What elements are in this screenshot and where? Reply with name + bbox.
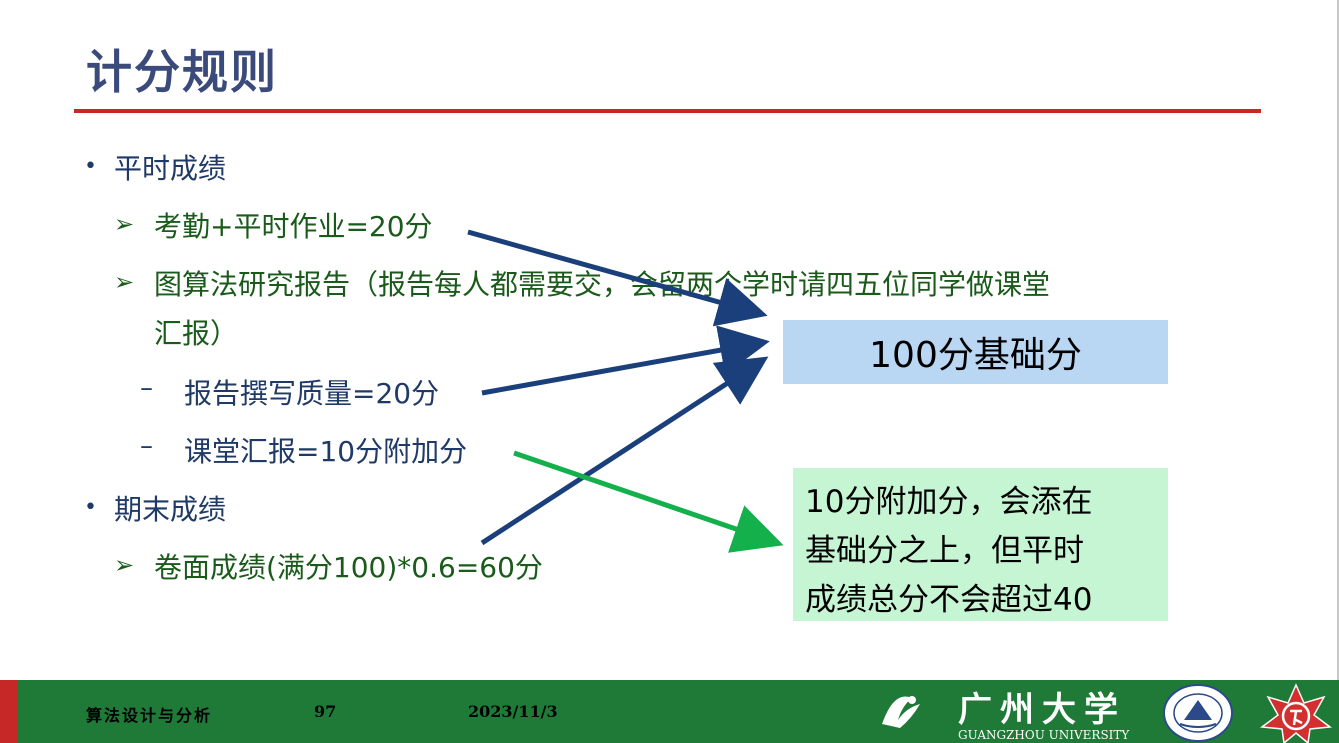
- bonus-note-box: 10分附加分，会添在 基础分之上，但平时 成绩总分不会超过40: [793, 468, 1168, 621]
- lab-seal-icon: [1163, 684, 1233, 742]
- item-regular-grade: 平时成绩: [114, 152, 227, 185]
- star-badge-icon: [1260, 683, 1332, 743]
- footer-course: 算法设计与分析: [86, 706, 213, 725]
- footer-accent: [0, 680, 18, 743]
- slide-edge: [1337, 0, 1339, 743]
- bonus-note-line: 10分附加分，会添在: [805, 484, 1093, 520]
- base-score-box: 100分基础分: [783, 320, 1168, 384]
- item-final-grade: 期末成绩: [114, 493, 227, 526]
- bonus-note-line: 基础分之上，但平时: [805, 533, 1084, 569]
- arrow-exam-to-base: [480, 356, 769, 546]
- bullet-icon: •: [84, 495, 97, 520]
- bullet-icon: •: [84, 154, 97, 179]
- footer-bar: [0, 680, 1339, 743]
- arrow-bullet-icon: ➢: [114, 551, 135, 579]
- item-report-line2: 汇报）: [154, 317, 239, 350]
- item-report-quality: 报告撰写质量=20分: [184, 377, 440, 410]
- title-divider: [74, 109, 1261, 113]
- arrow-bullet-icon: ➢: [114, 210, 135, 238]
- university-emblem-icon: [882, 696, 920, 728]
- university-name-cn: 广州大学: [958, 690, 1126, 730]
- footer-date: 2023/11/3: [468, 702, 558, 721]
- dash-bullet: –: [140, 373, 153, 403]
- item-report-line1: 图算法研究报告（报告每人都需要交，会留两个学时请四五位同学做课堂: [154, 268, 1051, 301]
- dash-bullet: –: [140, 431, 153, 461]
- item-exam: 卷面成绩(满分100)*0.6=60分: [154, 551, 543, 584]
- bonus-note-line: 成绩总分不会超过40: [805, 582, 1093, 618]
- footer-page-number: 97: [314, 702, 337, 721]
- arrow-bullet-icon: ➢: [114, 268, 135, 296]
- university-name-en: GUANGZHOU UNIVERSITY: [958, 728, 1130, 742]
- item-attendance: 考勤+平时作业=20分: [154, 210, 433, 243]
- slide-title: 计分规则: [86, 45, 278, 99]
- arrow-attendance-to-base: [467, 229, 768, 327]
- base-score-text: 100分基础分: [869, 335, 1082, 376]
- item-presentation: 课堂汇报=10分附加分: [184, 435, 468, 468]
- arrow-report-to-base: [481, 325, 770, 396]
- arrow-presentation-to-bonus: [513, 450, 784, 553]
